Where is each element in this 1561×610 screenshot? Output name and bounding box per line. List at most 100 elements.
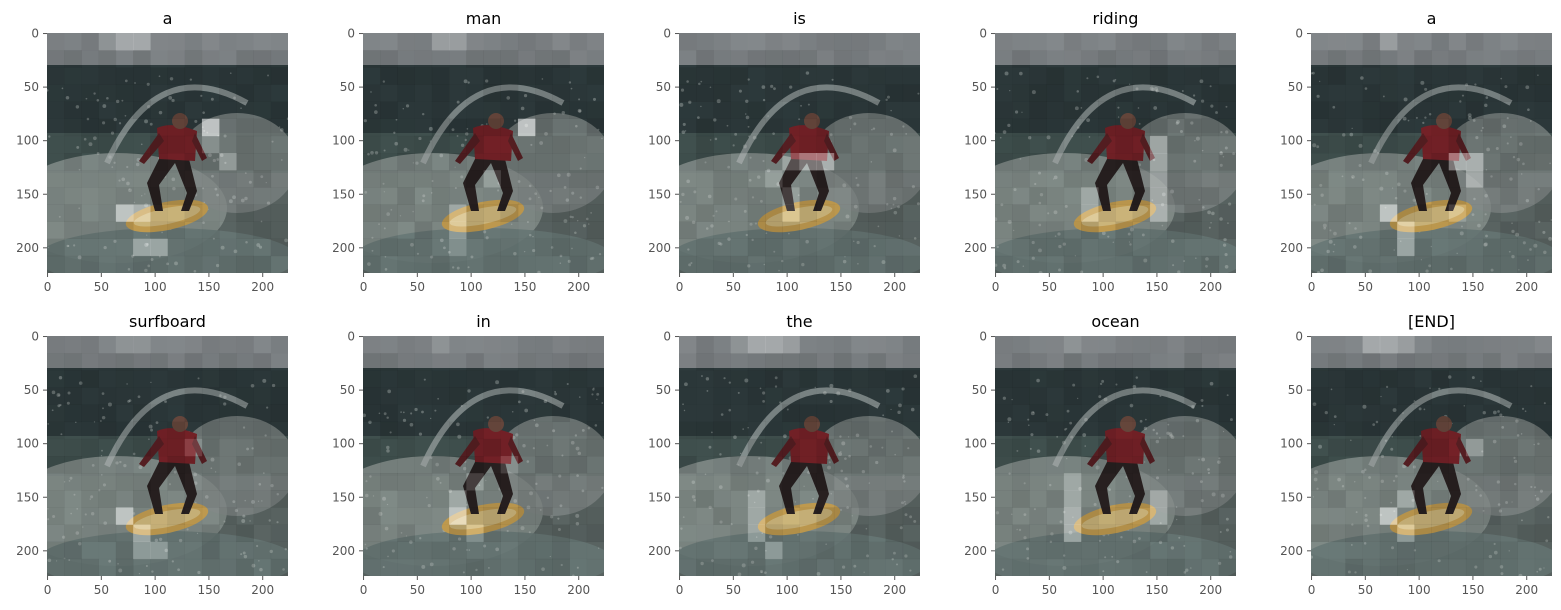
attention-cell bbox=[1311, 490, 1329, 508]
y-tick-label: 100 bbox=[648, 134, 671, 148]
attention-cell bbox=[851, 238, 869, 257]
attention-cell bbox=[1029, 541, 1047, 560]
attention-cell bbox=[833, 153, 852, 171]
attention-cell bbox=[64, 370, 82, 388]
attention-cell bbox=[81, 50, 99, 68]
attention-cell bbox=[1098, 507, 1116, 525]
attention-cell bbox=[1218, 541, 1236, 560]
attention-cell bbox=[1379, 438, 1398, 457]
attention-cell bbox=[799, 204, 818, 222]
attention-cell bbox=[133, 404, 151, 423]
attention-cell bbox=[902, 187, 920, 205]
attention-cell bbox=[1397, 456, 1415, 474]
y-tick-label: 100 bbox=[964, 437, 987, 451]
attention-cell bbox=[535, 524, 553, 543]
attention-cell bbox=[219, 336, 237, 353]
attention-cell bbox=[552, 541, 570, 560]
attention-cell bbox=[64, 170, 82, 188]
attention-cell bbox=[885, 255, 904, 273]
attention-cell bbox=[500, 84, 519, 102]
attention-cell bbox=[115, 353, 134, 371]
attention-cell bbox=[816, 387, 835, 405]
attention-cell bbox=[902, 238, 920, 257]
attention-cell bbox=[431, 170, 450, 188]
attention-cell bbox=[902, 84, 920, 102]
attention-cell bbox=[885, 456, 904, 474]
attention-cell bbox=[219, 438, 237, 457]
attention-cell bbox=[1414, 33, 1432, 50]
attention-cell bbox=[184, 67, 203, 85]
attention-cell bbox=[380, 524, 398, 543]
attention-cell bbox=[1517, 187, 1536, 205]
attention-cell bbox=[1132, 153, 1151, 171]
attention-cell bbox=[1397, 101, 1415, 120]
attention-cell bbox=[1115, 153, 1134, 171]
attention-cell bbox=[1012, 370, 1030, 388]
attention-cell bbox=[833, 135, 852, 154]
attention-cell bbox=[782, 404, 800, 423]
attention-cell bbox=[1081, 541, 1099, 560]
attention-cell bbox=[133, 67, 151, 85]
attention-cell bbox=[1431, 33, 1450, 51]
attention-cell bbox=[535, 490, 553, 508]
attention-cell bbox=[397, 118, 415, 137]
attention-cell bbox=[64, 387, 82, 405]
attention-cell bbox=[1063, 473, 1082, 491]
attention-cell bbox=[167, 507, 186, 525]
attention-cell bbox=[1115, 387, 1134, 405]
attention-cell bbox=[1397, 558, 1415, 576]
attention-cell bbox=[730, 524, 749, 543]
attention-cell bbox=[1046, 507, 1065, 525]
attention-cell bbox=[64, 255, 82, 273]
panel-title: a bbox=[163, 9, 173, 28]
attention-cell bbox=[380, 170, 398, 188]
attention-cell bbox=[47, 541, 65, 560]
attention-cell bbox=[363, 255, 381, 273]
attention-cell bbox=[150, 67, 168, 85]
attention-cell bbox=[1098, 473, 1116, 491]
attention-cell bbox=[1517, 456, 1536, 474]
attention-cell bbox=[414, 170, 433, 188]
y-tick-label: 200 bbox=[1280, 241, 1303, 255]
attention-cell bbox=[500, 170, 519, 188]
attention-cell bbox=[799, 370, 818, 388]
attention-cell bbox=[552, 33, 570, 51]
x-tick-label: 0 bbox=[1308, 280, 1316, 294]
attention-cell bbox=[253, 438, 272, 457]
attention-cell bbox=[1012, 421, 1030, 440]
attention-cell bbox=[1115, 221, 1134, 240]
attention-cell bbox=[150, 353, 168, 371]
attention-cell bbox=[98, 33, 117, 51]
attention-cell bbox=[679, 456, 697, 474]
attention-cell bbox=[799, 541, 818, 560]
attention-cell bbox=[569, 507, 588, 525]
attention-cell bbox=[270, 101, 288, 120]
attention-cell bbox=[885, 170, 904, 188]
attention-cell bbox=[995, 255, 1013, 273]
attention-cell bbox=[64, 404, 82, 423]
attention-cell bbox=[1219, 353, 1237, 370]
attention-cell bbox=[1012, 255, 1030, 273]
attention-cell bbox=[380, 67, 398, 85]
attention-cell bbox=[1465, 255, 1484, 273]
attention-cell bbox=[1167, 558, 1185, 576]
attention-cell bbox=[1149, 67, 1168, 85]
attention-cell bbox=[679, 507, 697, 525]
attention-cell bbox=[1029, 421, 1047, 440]
attention-cell bbox=[833, 507, 852, 525]
attention-cell bbox=[1518, 33, 1536, 50]
attention-cell bbox=[1012, 404, 1030, 423]
y-tick-label: 200 bbox=[332, 544, 355, 558]
attention-cell bbox=[885, 187, 904, 205]
attention-cell bbox=[64, 353, 82, 371]
attention-cell bbox=[1431, 238, 1450, 257]
attention-cell bbox=[184, 558, 203, 576]
attention-cell bbox=[397, 255, 415, 273]
attention-cell bbox=[1167, 473, 1185, 491]
attention-cell bbox=[1345, 84, 1363, 102]
attention-cell bbox=[483, 238, 502, 257]
attention-cell bbox=[1115, 67, 1134, 85]
attention-cell bbox=[133, 135, 151, 154]
attention-cell bbox=[1379, 370, 1398, 388]
attention-cell bbox=[1201, 221, 1220, 240]
